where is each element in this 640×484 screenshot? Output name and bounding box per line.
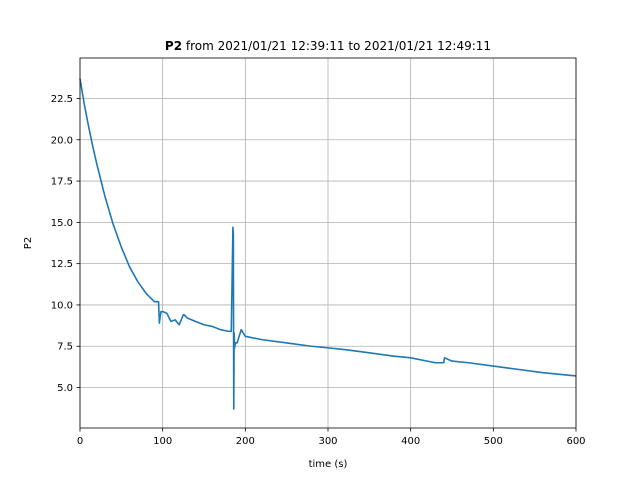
x-tick-label: 200 <box>236 436 255 447</box>
x-tick-label: 400 <box>401 436 420 447</box>
x-axis: 0 100 200 300 400 500 600 <box>77 428 586 447</box>
y-axis-label: P2 <box>23 237 34 249</box>
x-tick-label: 100 <box>153 436 172 447</box>
x-tick-label: 600 <box>566 436 585 447</box>
y-tick-label: 15.0 <box>51 218 73 229</box>
chart-title-bold: P2 <box>165 39 182 53</box>
x-tick-label: 300 <box>318 436 337 447</box>
y-tick-label: 10.0 <box>51 300 73 311</box>
y-tick-label: 22.5 <box>51 94 73 105</box>
y-tick-label: 7.5 <box>57 342 73 353</box>
y-tick-label: 17.5 <box>51 177 73 188</box>
chart-title: P2 from 2021/01/21 12:39:11 to 2021/01/2… <box>165 39 491 53</box>
x-tick-label: 500 <box>484 436 503 447</box>
x-tick-label: 0 <box>77 436 83 447</box>
y-tick-label: 5.0 <box>57 383 73 394</box>
y-axis: 5.0 7.5 10.0 12.5 15.0 17.5 20.0 22.5 <box>51 94 80 394</box>
x-axis-label: time (s) <box>309 459 348 470</box>
y-tick-label: 20.0 <box>51 135 73 146</box>
plot-area <box>79 78 577 410</box>
series-line <box>79 78 577 410</box>
grid <box>79 58 577 428</box>
y-tick-label: 12.5 <box>51 259 73 270</box>
chart-title-rest: from 2021/01/21 12:39:11 to 2021/01/21 1… <box>182 39 491 53</box>
